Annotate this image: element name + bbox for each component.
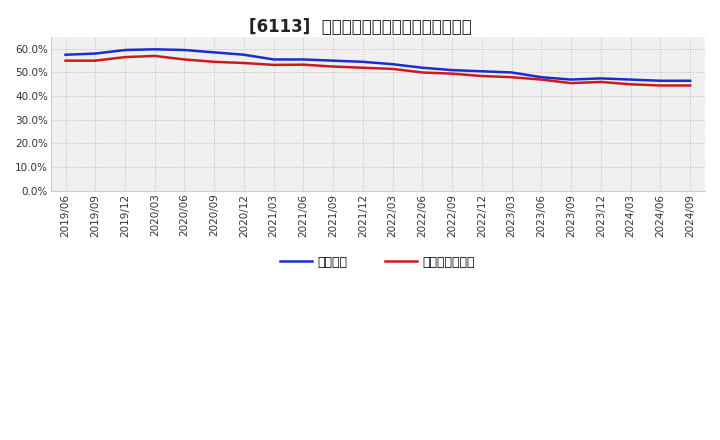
固定長期適合率 — [240, 60, 248, 66]
固定長期適合率 — [150, 53, 159, 59]
固定長期適合率 — [210, 59, 219, 65]
固定比率 — [299, 57, 307, 62]
固定長期適合率 — [329, 64, 338, 69]
固定比率 — [61, 52, 70, 57]
固定長期適合率 — [388, 66, 397, 72]
Legend: 固定比率, 固定長期適合率: 固定比率, 固定長期適合率 — [275, 251, 480, 274]
固定長期適合率 — [61, 58, 70, 63]
固定長期適合率 — [91, 58, 99, 63]
固定比率 — [269, 57, 278, 62]
固定比率 — [329, 58, 338, 63]
固定比率 — [508, 70, 516, 75]
固定長期適合率 — [359, 65, 367, 70]
固定長期適合率 — [656, 83, 665, 88]
固定比率 — [150, 47, 159, 52]
固定比率 — [418, 65, 427, 70]
固定長期適合率 — [180, 57, 189, 62]
固定比率 — [477, 69, 486, 74]
固定長期適合率 — [686, 83, 695, 88]
固定長期適合率 — [597, 79, 606, 84]
固定比率 — [686, 78, 695, 84]
固定比率 — [210, 50, 219, 55]
Line: 固定比率: 固定比率 — [66, 49, 690, 81]
固定比率 — [656, 78, 665, 84]
Line: 固定長期適合率: 固定長期適合率 — [66, 56, 690, 85]
固定長期適合率 — [626, 82, 635, 87]
固定長期適合率 — [121, 55, 130, 60]
固定長期適合率 — [537, 77, 546, 82]
固定長期適合率 — [567, 81, 575, 86]
Text: [6113]  固定比率、固定長期適合率の推移: [6113] 固定比率、固定長期適合率の推移 — [248, 18, 472, 36]
固定比率 — [121, 48, 130, 53]
固定比率 — [91, 51, 99, 56]
固定比率 — [180, 48, 189, 53]
固定比率 — [537, 74, 546, 80]
固定比率 — [448, 67, 456, 73]
固定長期適合率 — [269, 62, 278, 68]
固定比率 — [359, 59, 367, 65]
固定比率 — [567, 77, 575, 82]
固定長期適合率 — [508, 74, 516, 80]
固定比率 — [597, 76, 606, 81]
固定比率 — [626, 77, 635, 82]
固定長期適合率 — [477, 73, 486, 79]
固定比率 — [388, 62, 397, 67]
固定長期適合率 — [448, 71, 456, 76]
固定比率 — [240, 52, 248, 57]
固定長期適合率 — [418, 70, 427, 75]
固定長期適合率 — [299, 62, 307, 67]
